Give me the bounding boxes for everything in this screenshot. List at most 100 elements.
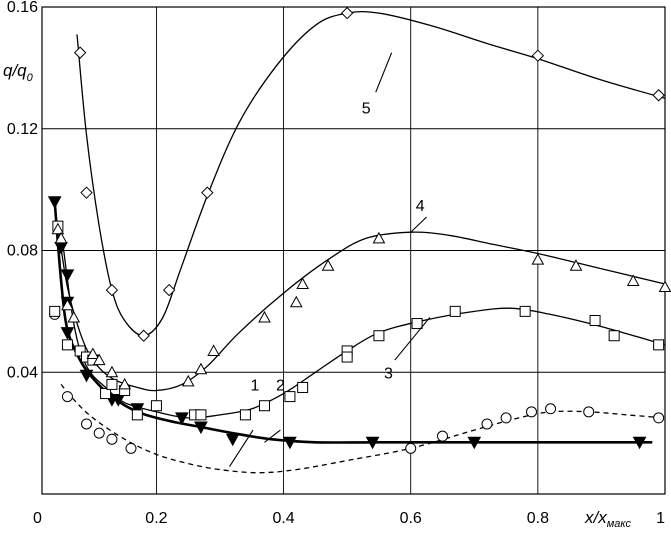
series-1-marker xyxy=(125,442,137,454)
series-1-marker xyxy=(405,442,417,454)
series-3-marker xyxy=(653,339,665,351)
series-5-label: 5 xyxy=(362,100,371,117)
series-2-marker xyxy=(54,241,68,255)
y-tick-label: 0.04 xyxy=(7,364,38,381)
series-2-label: 2 xyxy=(276,377,285,394)
x-tick-label: 0.4 xyxy=(272,510,294,527)
series-4-marker xyxy=(181,374,195,387)
series-5-marker xyxy=(80,186,93,199)
series-1-marker xyxy=(526,406,537,418)
series-2-marker xyxy=(467,436,482,450)
series-4-marker xyxy=(321,259,335,271)
series-3-marker xyxy=(61,339,73,351)
series-3-marker xyxy=(519,305,531,317)
series-3-marker xyxy=(195,409,207,421)
series-3-marker xyxy=(49,305,61,317)
y-tick-label: 0.16 xyxy=(7,0,38,16)
grid xyxy=(42,7,665,494)
markers xyxy=(47,6,671,454)
series-1-marker xyxy=(437,430,448,442)
series-2-marker xyxy=(365,436,380,450)
series-2-curve xyxy=(53,201,653,444)
series-1-leader xyxy=(229,429,254,467)
series-1-marker xyxy=(500,412,512,424)
series-1-curve xyxy=(60,383,666,474)
series-3-marker xyxy=(150,400,162,412)
x-tick-label: 0.2 xyxy=(145,510,167,527)
series-4-leader xyxy=(410,216,427,233)
series-1-marker xyxy=(653,412,665,424)
series-5-marker xyxy=(73,46,87,59)
series-5-marker xyxy=(531,49,545,62)
series-3-marker xyxy=(589,315,601,327)
series-2-marker xyxy=(60,327,75,340)
series-5-marker xyxy=(137,329,150,342)
plot-frame xyxy=(41,6,666,495)
series-1-marker xyxy=(545,403,557,415)
series-4-marker xyxy=(569,259,583,271)
series-4-marker xyxy=(118,377,131,390)
series-3-marker xyxy=(297,381,309,393)
series-4-marker xyxy=(61,298,74,311)
series-4-marker xyxy=(67,310,81,323)
series-5-leader xyxy=(375,52,393,93)
series-1-marker xyxy=(106,433,118,445)
series-4-marker xyxy=(105,365,119,378)
x-tick-label: 0.6 xyxy=(400,510,422,527)
series-3-curve xyxy=(60,229,666,419)
series-2-leader xyxy=(264,429,281,443)
series-3-marker xyxy=(239,409,251,421)
series-3-marker xyxy=(411,318,423,330)
series-2-marker xyxy=(47,196,62,209)
series-4-marker xyxy=(372,231,386,244)
series-2-marker xyxy=(79,369,94,383)
x-tick-label: 1 xyxy=(656,510,665,527)
series-5-marker xyxy=(105,283,119,297)
series-5-marker xyxy=(162,283,176,297)
series-1-marker xyxy=(481,418,493,430)
series-3-marker xyxy=(131,409,143,421)
series-3-marker xyxy=(106,378,118,390)
series-2-marker xyxy=(130,403,145,416)
series-3-marker xyxy=(100,388,112,400)
series-4-marker xyxy=(194,362,208,375)
series-4-marker xyxy=(626,274,640,286)
series-3-marker xyxy=(373,330,385,342)
tick-labels: 0.2 0.4 0.6 0.8 1 0.04 0.08 0.12 0.16 xyxy=(7,0,665,527)
y-axis-label: q/q0 xyxy=(3,61,34,84)
series-1-marker xyxy=(93,427,105,439)
series-4-label: 4 xyxy=(416,198,425,215)
series-2-marker xyxy=(111,394,126,407)
series-2-marker xyxy=(194,421,208,435)
curves xyxy=(53,10,666,474)
series-3-marker xyxy=(259,400,270,412)
series-3-leader xyxy=(394,317,431,361)
series-5-marker xyxy=(340,6,354,20)
series-2-marker xyxy=(175,412,189,425)
series-1-label: 1 xyxy=(251,377,260,394)
series-3-marker xyxy=(608,330,620,342)
series-2-marker xyxy=(60,269,75,282)
series-2-marker xyxy=(632,436,647,450)
series-4-marker xyxy=(92,353,106,366)
x-axis-label: x/xмакс xyxy=(584,508,631,530)
series-1-marker xyxy=(583,406,595,418)
series-3-label: 3 xyxy=(384,365,393,382)
series-4-marker xyxy=(296,277,309,289)
series-5-curve xyxy=(76,10,666,337)
series-1-marker xyxy=(61,391,73,403)
series-4-marker xyxy=(289,295,303,308)
series-4-marker xyxy=(86,347,100,359)
series-3-marker xyxy=(449,305,461,317)
series-1-marker xyxy=(81,418,92,430)
series-3-marker xyxy=(284,391,296,403)
series-3-marker xyxy=(341,351,353,363)
series-5-marker xyxy=(652,89,665,102)
series-4-marker xyxy=(658,280,671,293)
y-tick-label: 0.12 xyxy=(7,121,38,138)
y-tick-label: 0.08 xyxy=(7,243,38,260)
x-tick-label: 0.8 xyxy=(527,510,549,527)
series-3-marker xyxy=(74,345,86,357)
series-2-marker xyxy=(225,433,240,447)
